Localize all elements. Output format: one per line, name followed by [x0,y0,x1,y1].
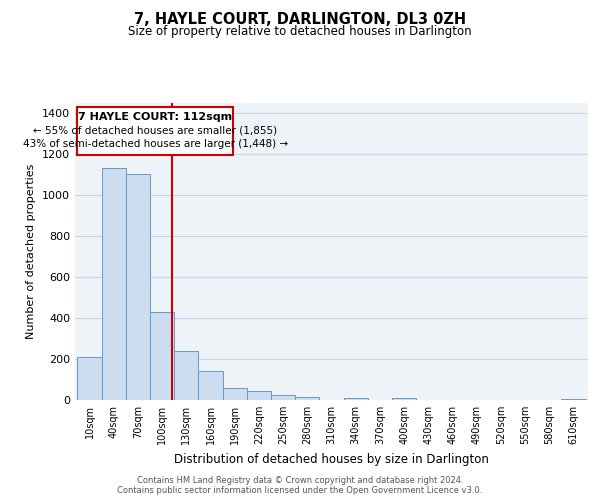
Bar [150,312,174,400]
Bar [223,388,247,400]
Bar [295,397,319,400]
FancyBboxPatch shape [77,106,233,155]
Text: Size of property relative to detached houses in Darlington: Size of property relative to detached ho… [128,25,472,38]
Text: 7, HAYLE COURT, DARLINGTON, DL3 0ZH: 7, HAYLE COURT, DARLINGTON, DL3 0ZH [134,12,466,28]
Bar [562,399,586,400]
Bar [344,398,368,400]
Text: 43% of semi-detached houses are larger (1,448) →: 43% of semi-detached houses are larger (… [23,139,288,149]
Bar [77,357,101,400]
Y-axis label: Number of detached properties: Number of detached properties [26,164,37,339]
Bar [271,396,295,400]
Bar [126,174,150,400]
Text: Contains public sector information licensed under the Open Government Licence v3: Contains public sector information licen… [118,486,482,495]
X-axis label: Distribution of detached houses by size in Darlington: Distribution of detached houses by size … [174,452,489,466]
Bar [101,168,126,400]
Text: 7 HAYLE COURT: 112sqm: 7 HAYLE COURT: 112sqm [78,112,232,122]
Text: Contains HM Land Registry data © Crown copyright and database right 2024.: Contains HM Land Registry data © Crown c… [137,476,463,485]
Text: ← 55% of detached houses are smaller (1,855): ← 55% of detached houses are smaller (1,… [33,126,277,136]
Bar [174,351,199,400]
Bar [199,372,223,400]
Bar [247,391,271,400]
Bar [392,398,416,400]
